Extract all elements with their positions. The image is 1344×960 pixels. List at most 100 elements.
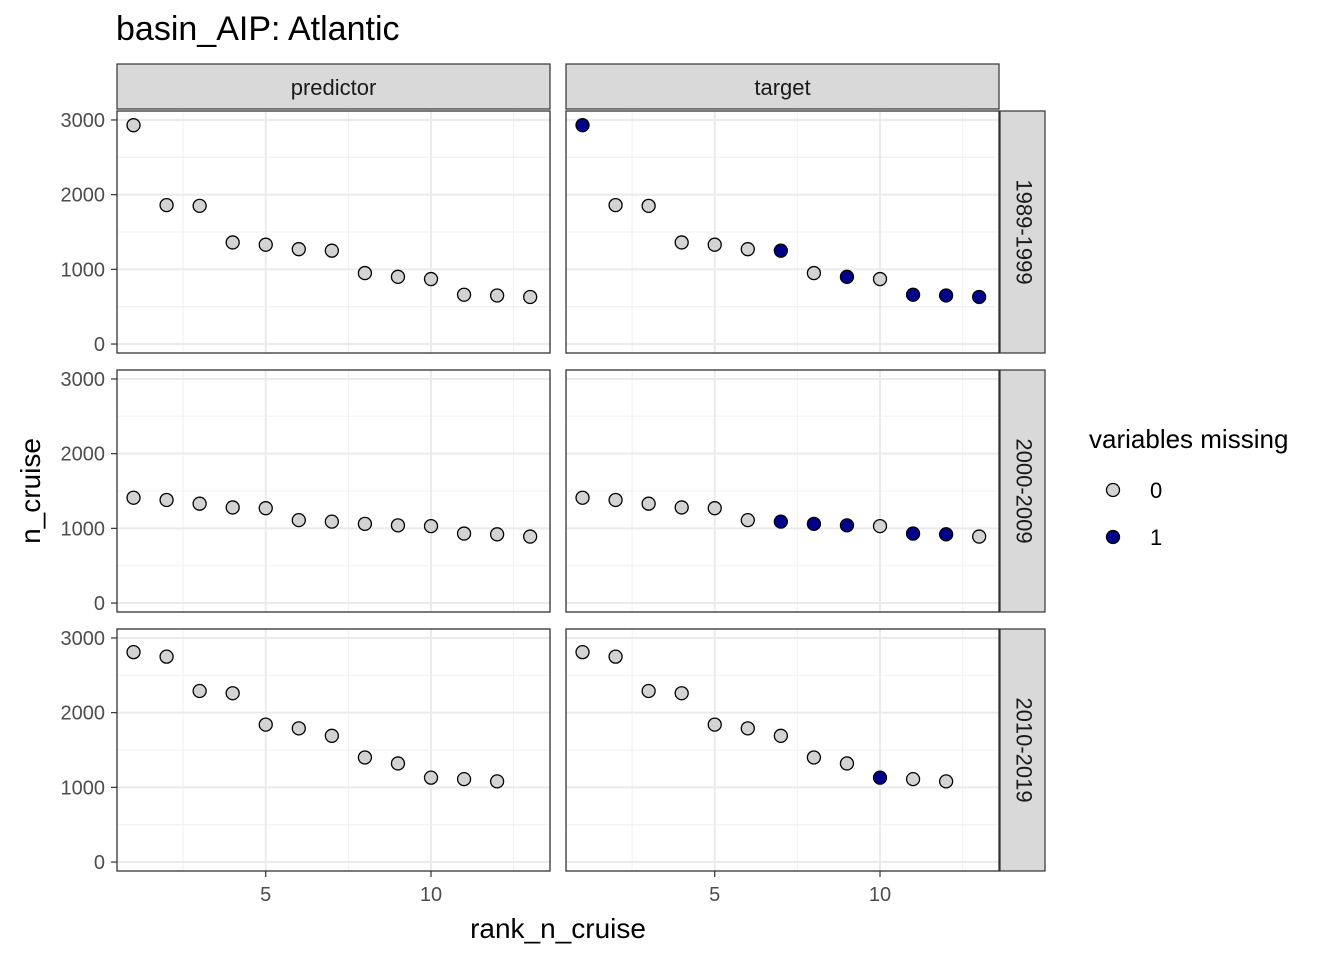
- data-point: [707, 501, 722, 516]
- data-point: [905, 287, 921, 302]
- data-point: [707, 237, 722, 252]
- data-point: [773, 728, 788, 743]
- legend: variables missing 0 1: [1089, 424, 1288, 550]
- data-point: [159, 492, 174, 508]
- data-point: [192, 496, 207, 511]
- facet-strip-label-predictor: predictor: [291, 75, 377, 100]
- data-point: [905, 771, 921, 787]
- legend-label-1: 1: [1150, 525, 1162, 550]
- facet-strip-1989-1999: [999, 110, 1046, 354]
- facet-strip-2000-2009: [999, 369, 1046, 613]
- y-tick-label: 3000: [61, 628, 106, 650]
- data-point: [674, 686, 689, 701]
- y-tick-label: 2000: [61, 444, 106, 466]
- x-tick-label: 10: [420, 884, 442, 906]
- data-point: [707, 717, 722, 732]
- y-axis-label: n_cruise: [15, 438, 46, 544]
- data-point: [872, 518, 888, 534]
- panel-target-1989-1999: [565, 110, 1000, 354]
- data-point: [608, 649, 623, 664]
- panel-border: [116, 628, 551, 872]
- facet-strip-label-2010-2019: 2010-2019: [1012, 697, 1037, 802]
- data-point: [357, 516, 373, 532]
- data-point: [291, 721, 306, 736]
- data-point: [456, 771, 472, 787]
- data-point: [806, 750, 822, 765]
- data-point: [740, 242, 755, 257]
- data-point: [674, 235, 689, 250]
- y-tick-label: 1000: [61, 777, 106, 799]
- data-point: [126, 490, 141, 505]
- panel-border: [116, 110, 551, 354]
- data-point: [938, 527, 954, 542]
- facet-strip-label-2000-2009: 2000-2009: [1012, 438, 1037, 543]
- data-point: [839, 756, 855, 771]
- data-point: [608, 492, 623, 508]
- data-point: [972, 289, 987, 305]
- data-point: [641, 198, 656, 214]
- legend-key-0: [1105, 482, 1121, 498]
- y-tick-label: 3000: [61, 369, 106, 391]
- data-point: [938, 288, 954, 303]
- data-point: [773, 514, 788, 529]
- data-point: [456, 526, 472, 541]
- data-point: [225, 235, 240, 250]
- facet-strip-target: [565, 63, 1000, 110]
- facet-strip-label-1989-1999: 1989-1999: [1012, 179, 1037, 284]
- data-point: [423, 770, 439, 785]
- data-point: [159, 197, 174, 213]
- panel-border: [565, 628, 1000, 872]
- data-point: [740, 721, 755, 736]
- data-point: [575, 118, 590, 133]
- panel-target-2010-2019: [565, 628, 1000, 872]
- data-point: [523, 529, 538, 544]
- data-point: [324, 514, 339, 529]
- data-point: [575, 490, 590, 505]
- panel-border: [565, 110, 1000, 354]
- legend-label-0: 0: [1150, 478, 1162, 503]
- data-point: [291, 512, 306, 528]
- facet-strip-2010-2019: [999, 628, 1046, 872]
- legend-title: variables missing: [1089, 424, 1288, 454]
- data-point: [740, 512, 755, 528]
- panel-border: [116, 369, 551, 613]
- data-point: [357, 265, 373, 281]
- data-point: [126, 118, 141, 133]
- data-point: [575, 645, 590, 660]
- data-point: [456, 287, 472, 302]
- facet-strip-predictor: [116, 63, 551, 110]
- data-point: [126, 645, 141, 660]
- data-point: [641, 496, 656, 511]
- y-tick-label: 0: [94, 593, 105, 615]
- facet-panels: predictor target 1989-1999 2000-2009 2010-20…: [61, 63, 1046, 906]
- data-point: [905, 526, 921, 541]
- y-tick-label: 2000: [61, 185, 106, 207]
- data-point: [357, 750, 373, 765]
- data-point: [489, 774, 505, 789]
- data-point: [806, 516, 822, 532]
- data-point: [608, 197, 623, 213]
- data-point: [872, 770, 888, 785]
- data-point: [773, 243, 788, 258]
- x-axis-label: rank_n_cruise: [470, 913, 646, 944]
- data-point: [291, 242, 306, 257]
- data-point: [523, 289, 538, 305]
- data-point: [489, 288, 505, 303]
- x-tick-label: 10: [869, 884, 891, 906]
- y-tick-label: 3000: [61, 110, 106, 132]
- data-point: [806, 265, 822, 281]
- data-point: [159, 649, 174, 664]
- data-point: [839, 269, 855, 284]
- data-point: [258, 237, 273, 252]
- x-tick-label: 5: [709, 884, 720, 906]
- data-point: [390, 756, 406, 771]
- data-point: [423, 271, 439, 287]
- y-tick-label: 2000: [61, 703, 106, 725]
- data-point: [674, 500, 689, 515]
- data-point: [641, 683, 656, 699]
- legend-key-1: [1105, 529, 1121, 545]
- data-point: [872, 271, 888, 287]
- panel-predictor-2000-2009: [116, 369, 551, 613]
- chart-title: basin_AIP: Atlantic: [116, 10, 400, 48]
- data-point: [225, 686, 240, 701]
